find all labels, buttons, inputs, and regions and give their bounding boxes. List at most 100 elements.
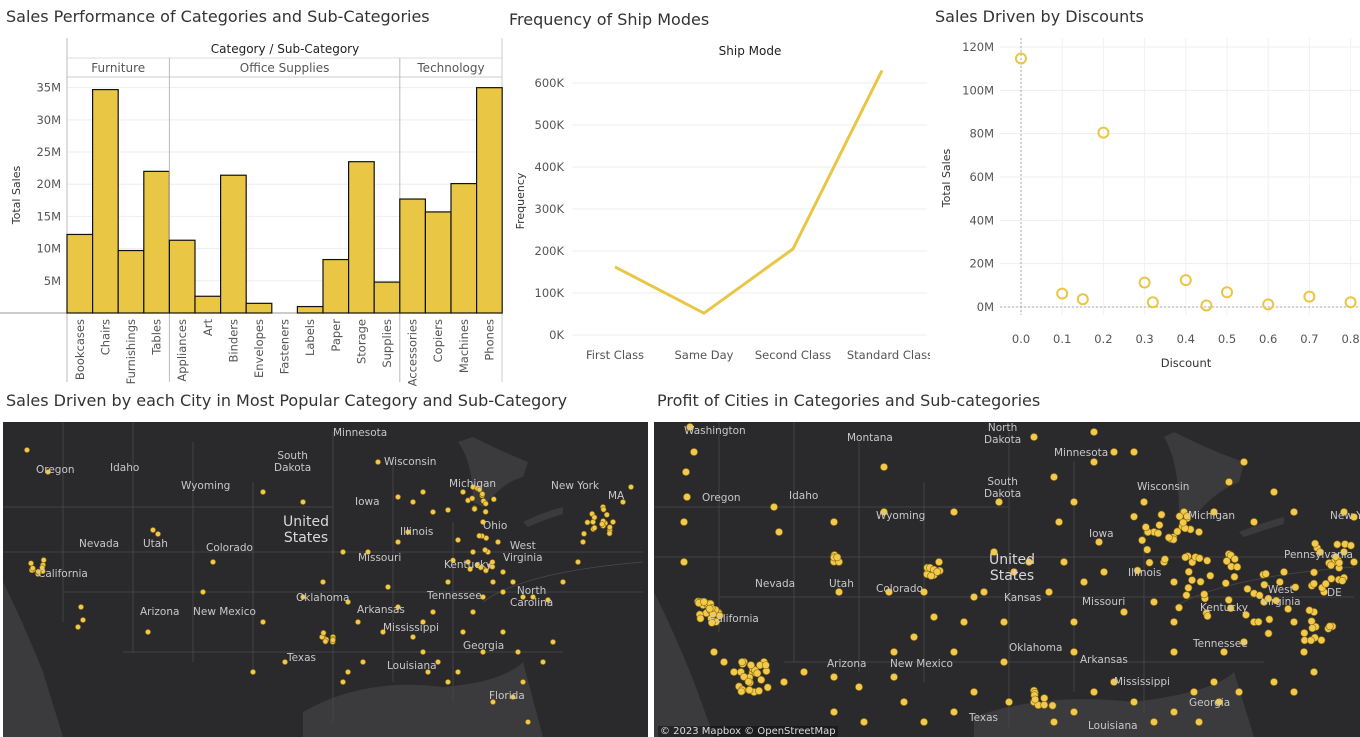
city-point	[375, 459, 381, 465]
city-point	[1340, 548, 1348, 556]
scatter-point	[1015, 52, 1027, 65]
city-point	[1200, 590, 1209, 599]
city-point	[980, 588, 988, 596]
line-header: Ship Mode	[719, 44, 782, 58]
land-base	[654, 422, 1360, 737]
city-point	[1264, 594, 1273, 603]
scatter-chart: Total Sales 0M 20M 40M 60M 80M 100M 120M 0.0 0.1 0…	[940, 38, 1360, 370]
city-point	[755, 687, 763, 695]
city-point	[1010, 568, 1018, 576]
map-state-label: Arkansas	[1080, 654, 1128, 666]
city-point	[410, 499, 416, 505]
city-point	[260, 489, 266, 495]
x-tick-label: Standard Class	[847, 348, 930, 362]
map-state-label: Wisconsin	[384, 456, 437, 468]
city-point	[1317, 636, 1326, 645]
x-tick-label: 0.8	[1341, 332, 1359, 346]
x-tick-label: 0.6	[1259, 332, 1277, 346]
city-point	[1242, 611, 1250, 619]
city-point	[1310, 668, 1318, 676]
map-sales-by-city[interactable]: Minnesota Oregon Idaho South Dakota Wisconsi…	[3, 422, 648, 737]
x-tick-label: 0.2	[1094, 332, 1112, 346]
city-point	[1270, 678, 1278, 686]
city-point	[1070, 498, 1078, 506]
bar-chart-title: Sales Performance of Categories and Sub-…	[6, 7, 430, 26]
city-point	[970, 688, 978, 696]
city-point	[1333, 540, 1342, 549]
city-point	[520, 594, 526, 600]
map-state-label: New Mexico	[193, 606, 256, 618]
city-point	[482, 500, 489, 507]
city-point	[477, 564, 484, 571]
city-point	[479, 491, 486, 497]
city-point	[250, 669, 256, 675]
x-tick-label: Same Day	[675, 348, 734, 362]
city-point	[830, 518, 838, 526]
city-point	[1225, 478, 1233, 486]
bar	[296, 305, 324, 314]
city-point	[1164, 533, 1173, 542]
city-point	[950, 648, 958, 656]
bar-chart: Category / Sub-Category Total Sales 5M 10M 1…	[0, 38, 503, 386]
city-point	[603, 511, 610, 518]
city-point	[830, 708, 838, 716]
city-point	[1275, 578, 1284, 586]
group-label: Furniture	[91, 61, 145, 75]
city-point	[450, 557, 456, 564]
city-point	[1261, 569, 1270, 578]
city-point	[1331, 552, 1340, 561]
line-chart: Ship Mode Frequency 0K 100K 200K 300K 400K 500K…	[514, 44, 930, 362]
group-label: Office Supplies	[240, 61, 330, 75]
city-point	[1170, 648, 1178, 656]
city-point	[1170, 708, 1178, 716]
map-profit-by-city[interactable]: © 2023 Mapbox © OpenStreetMap Washington…	[654, 422, 1360, 737]
x-tick-label: 0.4	[1177, 332, 1195, 346]
city-point	[482, 547, 489, 553]
city-point	[40, 557, 47, 563]
bar	[168, 239, 196, 314]
city-point	[1184, 583, 1193, 592]
city-point	[515, 649, 521, 655]
x-tick-label: Storage	[354, 319, 368, 364]
city-point	[1145, 558, 1154, 567]
map-state-label: Louisiana	[1088, 720, 1138, 732]
map-state-label: North Carolina	[510, 585, 554, 609]
map-state-label: Oklahoma	[296, 592, 350, 604]
city-point	[885, 588, 893, 596]
city-point	[1206, 571, 1215, 580]
y-axis-label: Total Sales	[10, 166, 23, 226]
map-state-label: California	[709, 613, 759, 625]
city-point	[930, 613, 938, 621]
x-tick-label: 0.7	[1300, 332, 1318, 346]
city-point	[1321, 579, 1330, 588]
scatter-chart-title: Sales Driven by Discounts	[935, 7, 1144, 26]
city-point	[550, 639, 556, 645]
city-point	[1310, 579, 1318, 588]
x-tick-label: Paper	[329, 319, 343, 352]
city-point	[469, 495, 476, 502]
city-point	[435, 659, 441, 665]
city-point	[1080, 578, 1088, 586]
scatter-point	[1146, 296, 1159, 309]
gulf-water	[974, 672, 1254, 737]
map-state-label: Missouri	[1082, 596, 1126, 608]
city-point	[445, 579, 451, 585]
city-point	[1347, 541, 1355, 550]
map-state-label: Kansas	[1004, 592, 1042, 604]
map-state-label: South Dakota	[274, 450, 312, 474]
city-point	[775, 528, 783, 536]
city-point	[995, 498, 1003, 506]
city-point	[260, 619, 266, 625]
city-point	[1130, 698, 1138, 706]
bar	[322, 258, 350, 314]
city-point	[705, 604, 714, 613]
city-point	[460, 629, 466, 635]
x-tick-label: 0.3	[1135, 332, 1153, 346]
city-point	[830, 673, 838, 681]
map-state-label: Georgia	[463, 640, 505, 652]
city-point	[682, 468, 690, 476]
city-point	[1220, 648, 1228, 656]
map-state-label: Tennessee	[1193, 638, 1248, 650]
map-state-label: Mississippi	[1114, 676, 1170, 688]
y-tick-label: 35M	[36, 81, 61, 95]
